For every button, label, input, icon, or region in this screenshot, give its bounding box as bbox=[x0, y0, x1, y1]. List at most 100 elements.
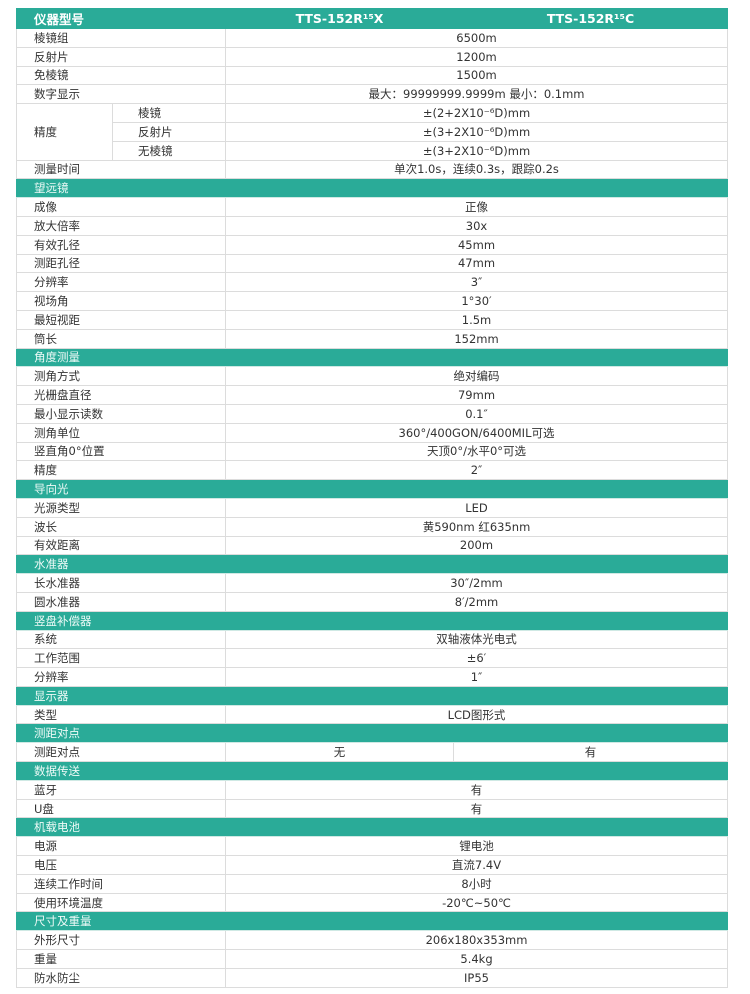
row-label: 圆水准器 bbox=[15, 591, 227, 612]
section-header: 显示器 bbox=[16, 685, 728, 706]
row-label: 数字显示 bbox=[15, 84, 227, 105]
section-title: 尺寸及重量 bbox=[16, 911, 728, 932]
row-value: 8小时 bbox=[225, 873, 728, 894]
row-label: 重量 bbox=[15, 949, 227, 969]
table-row: 有效孔径 45mm bbox=[15, 234, 728, 255]
section-header: 望远镜 bbox=[16, 178, 728, 199]
row-value: LED bbox=[225, 497, 728, 518]
model-x-header: TTS-152R¹⁵X bbox=[225, 8, 455, 29]
row-label: 反射片 bbox=[15, 46, 227, 67]
row-value: 黄590nm 红635nm bbox=[225, 516, 728, 537]
row-label: 连续工作时间 bbox=[15, 873, 227, 894]
section-header: 数据传送 bbox=[16, 761, 728, 781]
section-header: 竖盘补偿器 bbox=[16, 610, 728, 631]
row-value: 2″ bbox=[225, 460, 728, 481]
row-value: 最大：99999999.9999m 最小：0.1mm bbox=[225, 84, 728, 105]
table-row: 无棱镜 ±(3+2X10⁻⁶D)mm bbox=[17, 140, 728, 161]
row-value: 200m bbox=[225, 535, 728, 556]
section-header: 角度测量 bbox=[16, 347, 728, 368]
row-value: 绝对编码 bbox=[225, 366, 728, 387]
table-header: 仪器型号 TTS-152R¹⁵X TTS-152R¹⁵C bbox=[15, 8, 728, 29]
table-row: 光源类型 LED bbox=[15, 497, 728, 518]
row-label: 电压 bbox=[15, 855, 227, 875]
row-value: 直流7.4V bbox=[225, 855, 728, 875]
table-row: 工作范围 ±6′ bbox=[15, 648, 728, 669]
row-value: ±(3+2X10⁻⁶D)mm bbox=[225, 121, 728, 142]
row-value: 天顶0°/水平0°可选 bbox=[225, 441, 728, 462]
section-title: 角度测量 bbox=[16, 347, 728, 368]
section-title: 机载电池 bbox=[16, 817, 728, 838]
row-label: 分辨率 bbox=[15, 667, 227, 687]
table-row: 棱镜组 6500m bbox=[15, 28, 728, 48]
section-title: 导向光 bbox=[16, 479, 728, 499]
row-label: 分辨率 bbox=[15, 272, 227, 293]
row-value: 79mm bbox=[225, 385, 728, 405]
table-row: 最小显示读数 0.1″ bbox=[15, 403, 728, 424]
row-label: 棱镜组 bbox=[15, 28, 227, 48]
row-label: 有效孔径 bbox=[15, 234, 227, 255]
row-value: 5.4kg bbox=[225, 949, 728, 969]
row-label: 测角方式 bbox=[15, 366, 227, 387]
model-c-header: TTS-152R¹⁵C bbox=[453, 8, 728, 29]
table-row: 反射片 1200m bbox=[15, 46, 728, 67]
table-row: 筒长 152mm bbox=[15, 328, 728, 349]
section-header: 水准器 bbox=[16, 554, 728, 575]
row-value: LCD图形式 bbox=[225, 704, 728, 725]
table-row: 测距孔径 47mm bbox=[15, 253, 728, 274]
row-value: IP55 bbox=[225, 967, 728, 988]
table-row: 连续工作时间 8小时 bbox=[15, 873, 728, 894]
row-label: 有效距离 bbox=[15, 535, 227, 556]
row-label: 电源 bbox=[15, 836, 227, 857]
row-value: 30″/2mm bbox=[225, 573, 728, 593]
section-header: 导向光 bbox=[16, 479, 728, 499]
table-row: 视场角 1°30′ bbox=[15, 291, 728, 311]
table-row: 长水准器 30″/2mm bbox=[15, 573, 728, 593]
row-label: 最小显示读数 bbox=[15, 403, 227, 424]
section-header: 机载电池 bbox=[16, 817, 728, 838]
row-label: 精度 bbox=[15, 460, 227, 481]
row-label: 光栅盘直径 bbox=[15, 385, 227, 405]
row-value: 1″ bbox=[225, 667, 728, 687]
row-label: U盘 bbox=[15, 798, 227, 819]
table-row: 类型 LCD图形式 bbox=[15, 704, 728, 725]
row-value: 正像 bbox=[225, 197, 728, 217]
table-row: 系统 双轴液体光电式 bbox=[15, 629, 728, 650]
table-row: 分辨率 3″ bbox=[15, 272, 728, 293]
row-value: ±(3+2X10⁻⁶D)mm bbox=[225, 140, 728, 161]
table-row: 重量 5.4kg bbox=[15, 949, 728, 969]
row-label: 免棱镜 bbox=[15, 65, 227, 86]
table-row: 最短视距 1.5m bbox=[15, 309, 728, 330]
row-value: 有 bbox=[225, 779, 728, 800]
table-row: 光栅盘直径 79mm bbox=[15, 385, 728, 405]
table-row: 电压 直流7.4V bbox=[15, 855, 728, 875]
row-label: 使用环境温度 bbox=[15, 892, 227, 913]
table-row: 反射片 ±(3+2X10⁻⁶D)mm bbox=[17, 121, 728, 142]
table-row: 测量时间 单次1.0s，连续0.3s，跟踪0.2s bbox=[15, 159, 728, 180]
row-label: 测距对点 bbox=[15, 742, 227, 763]
row-sublabel: 棱镜 bbox=[111, 103, 227, 123]
row-label: 光源类型 bbox=[15, 497, 227, 518]
table-row: 波长 黄590nm 红635nm bbox=[15, 516, 728, 537]
section-title: 测距对点 bbox=[16, 723, 728, 744]
row-label: 防水防尘 bbox=[15, 967, 227, 988]
row-label: 成像 bbox=[15, 197, 227, 217]
row-value: 206x180x353mm bbox=[225, 930, 728, 951]
table-row: 精度 2″ bbox=[15, 460, 728, 481]
table-row: 分辨率 1″ bbox=[15, 667, 728, 687]
row-value: 有 bbox=[225, 798, 728, 819]
row-value: 152mm bbox=[225, 328, 728, 349]
section-title: 竖盘补偿器 bbox=[16, 610, 728, 631]
spec-table: 仪器型号 TTS-152R¹⁵X TTS-152R¹⁵C 棱镜组 6500m 反射片… bbox=[15, 8, 728, 988]
row-label: 竖直角0°位置 bbox=[15, 441, 227, 462]
table-row: U盘有 bbox=[15, 798, 728, 819]
row-label: 测距孔径 bbox=[15, 253, 227, 274]
row-label: 筒长 bbox=[15, 328, 227, 349]
table-row: 圆水准器 8′/2mm bbox=[15, 591, 728, 612]
row-label: 最短视距 bbox=[15, 309, 227, 330]
row-value: ±6′ bbox=[225, 648, 728, 669]
table-row: 防水防尘 IP55 bbox=[15, 967, 728, 988]
row-label: 类型 bbox=[15, 704, 227, 725]
row-label: 系统 bbox=[15, 629, 227, 650]
row-value: 6500m bbox=[225, 28, 728, 48]
precision-label: 精度 bbox=[16, 103, 113, 161]
